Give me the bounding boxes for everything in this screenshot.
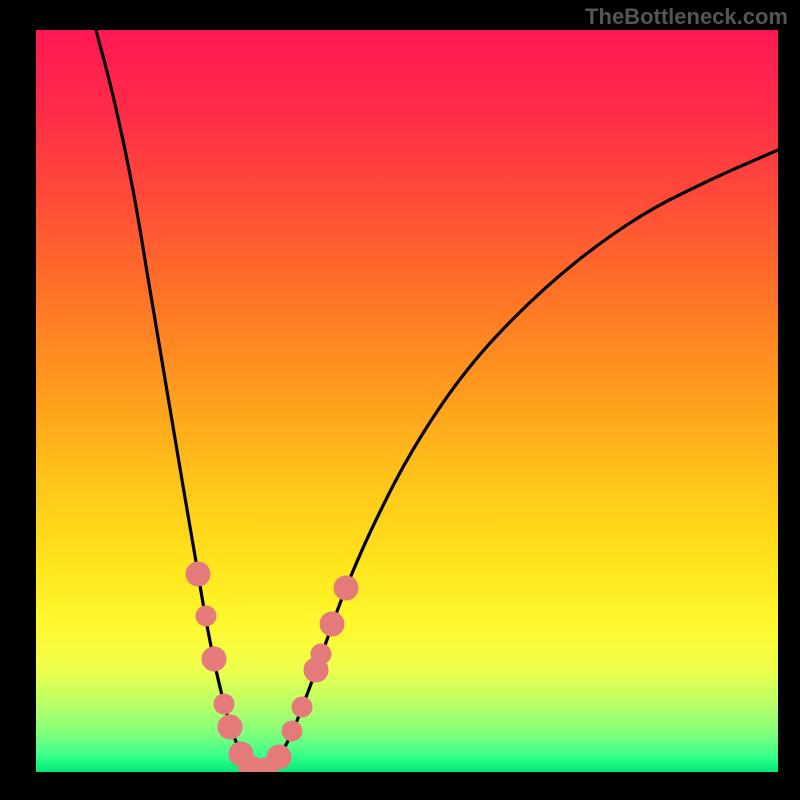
data-marker bbox=[202, 647, 226, 671]
data-marker bbox=[218, 715, 242, 739]
plot-area bbox=[36, 30, 778, 772]
curve-left-branch bbox=[96, 30, 259, 771]
data-marker bbox=[334, 576, 358, 600]
data-marker bbox=[311, 644, 331, 664]
data-marker bbox=[214, 694, 234, 714]
data-marker bbox=[282, 721, 302, 741]
curve-right-branch bbox=[259, 150, 778, 771]
data-marker bbox=[267, 745, 291, 769]
data-marker bbox=[320, 612, 344, 636]
data-marker bbox=[292, 697, 312, 717]
curve-layer bbox=[36, 30, 778, 772]
watermark-text: TheBottleneck.com bbox=[585, 4, 788, 30]
data-marker bbox=[186, 562, 210, 586]
data-marker bbox=[196, 606, 216, 626]
